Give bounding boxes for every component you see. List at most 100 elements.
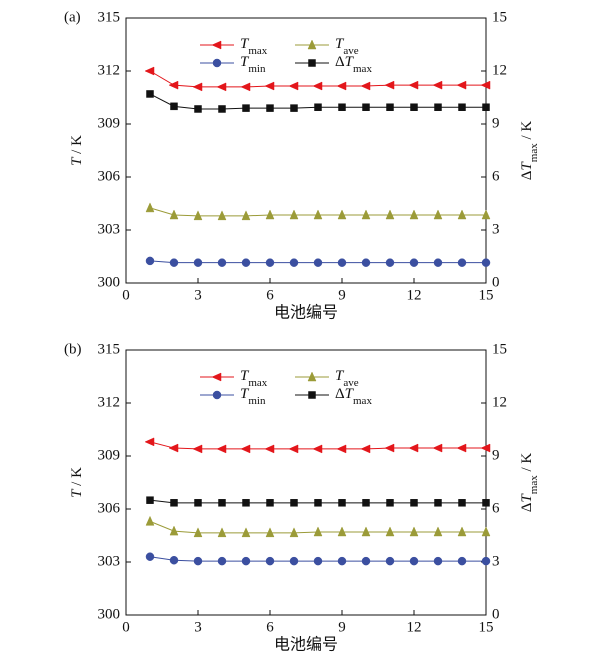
marker [409,556,419,566]
marker [193,556,203,566]
y-tick-label: 309 [98,447,121,463]
marker [314,103,322,111]
marker [385,526,395,537]
y-tick-label: 315 [98,341,121,357]
legend-label: ΔTmax [335,54,372,74]
marker [192,444,203,454]
y-tick-label: 300 [98,606,121,622]
y2-tick-label: 0 [492,274,500,290]
y2-tick-label: 3 [492,553,500,569]
marker [307,39,317,50]
y2-axis-label: ΔTmax / K [519,121,539,181]
marker [481,526,491,537]
y-tick-label: 315 [98,9,121,25]
marker [217,527,227,538]
marker [409,209,419,220]
marker [386,103,394,111]
marker [241,556,251,566]
marker [481,556,491,566]
marker [481,209,491,220]
marker [145,515,155,526]
series [145,202,491,221]
legend-label: Tave [335,36,359,56]
series [145,256,491,267]
marker [457,556,467,566]
marker [145,202,155,213]
y2-tick-label: 6 [492,168,500,184]
marker [313,258,323,267]
y-tick-label: 303 [98,553,121,569]
marker [217,258,227,267]
marker [241,258,251,267]
marker [408,80,419,90]
y-axis-label: T / K [69,467,85,498]
marker [410,499,418,507]
marker [169,258,179,267]
series [146,496,490,507]
marker [218,499,226,507]
panel-label: (b) [64,341,82,357]
y-tick-label: 306 [98,168,121,184]
marker [337,209,347,220]
marker [168,443,179,453]
panel-label: (a) [64,9,81,25]
marker [264,444,275,454]
marker [385,258,395,267]
marker [312,444,323,454]
legend-label: Tmin [240,54,266,74]
marker [386,499,394,507]
marker [289,209,299,220]
marker [145,256,155,266]
marker [265,209,275,220]
marker [338,103,346,111]
x-tick-label: 0 [122,619,130,635]
marker [385,209,395,220]
legend-label: Tave [335,368,359,388]
marker [336,444,347,454]
legend-label: Tmin [240,386,266,406]
marker [169,555,179,565]
series [145,552,491,566]
series [146,90,490,113]
marker [336,81,347,91]
marker [384,80,395,90]
marker [241,210,251,221]
y-axis-label: T / K [69,135,85,166]
marker [360,444,371,454]
x-tick-label: 0 [122,287,130,303]
marker [194,499,202,507]
marker [216,444,227,454]
x-tick-label: 3 [194,619,202,635]
marker [308,59,316,67]
marker [433,258,443,267]
x-tick-label: 12 [407,287,422,303]
marker [266,104,274,112]
marker [193,210,203,221]
legend-label: Tmax [240,36,268,56]
marker [146,90,154,98]
y-tick-label: 309 [98,115,121,131]
marker [288,444,299,454]
marker [240,82,251,92]
marker [456,80,467,90]
marker [193,527,203,538]
marker [265,556,275,566]
y2-tick-label: 12 [492,62,507,78]
y2-tick-label: 0 [492,606,500,622]
x-axis-label: 电池编号 [274,636,338,654]
y2-tick-label: 9 [492,115,500,131]
x-tick-label: 6 [266,619,274,635]
marker [290,104,298,112]
marker [169,525,179,536]
marker [265,258,275,267]
marker [362,499,370,507]
marker [361,556,371,566]
marker [432,80,443,90]
x-tick-label: 6 [266,287,274,303]
marker [337,556,347,566]
marker [314,499,322,507]
marker [361,526,371,537]
marker [434,499,442,507]
marker [193,258,203,267]
